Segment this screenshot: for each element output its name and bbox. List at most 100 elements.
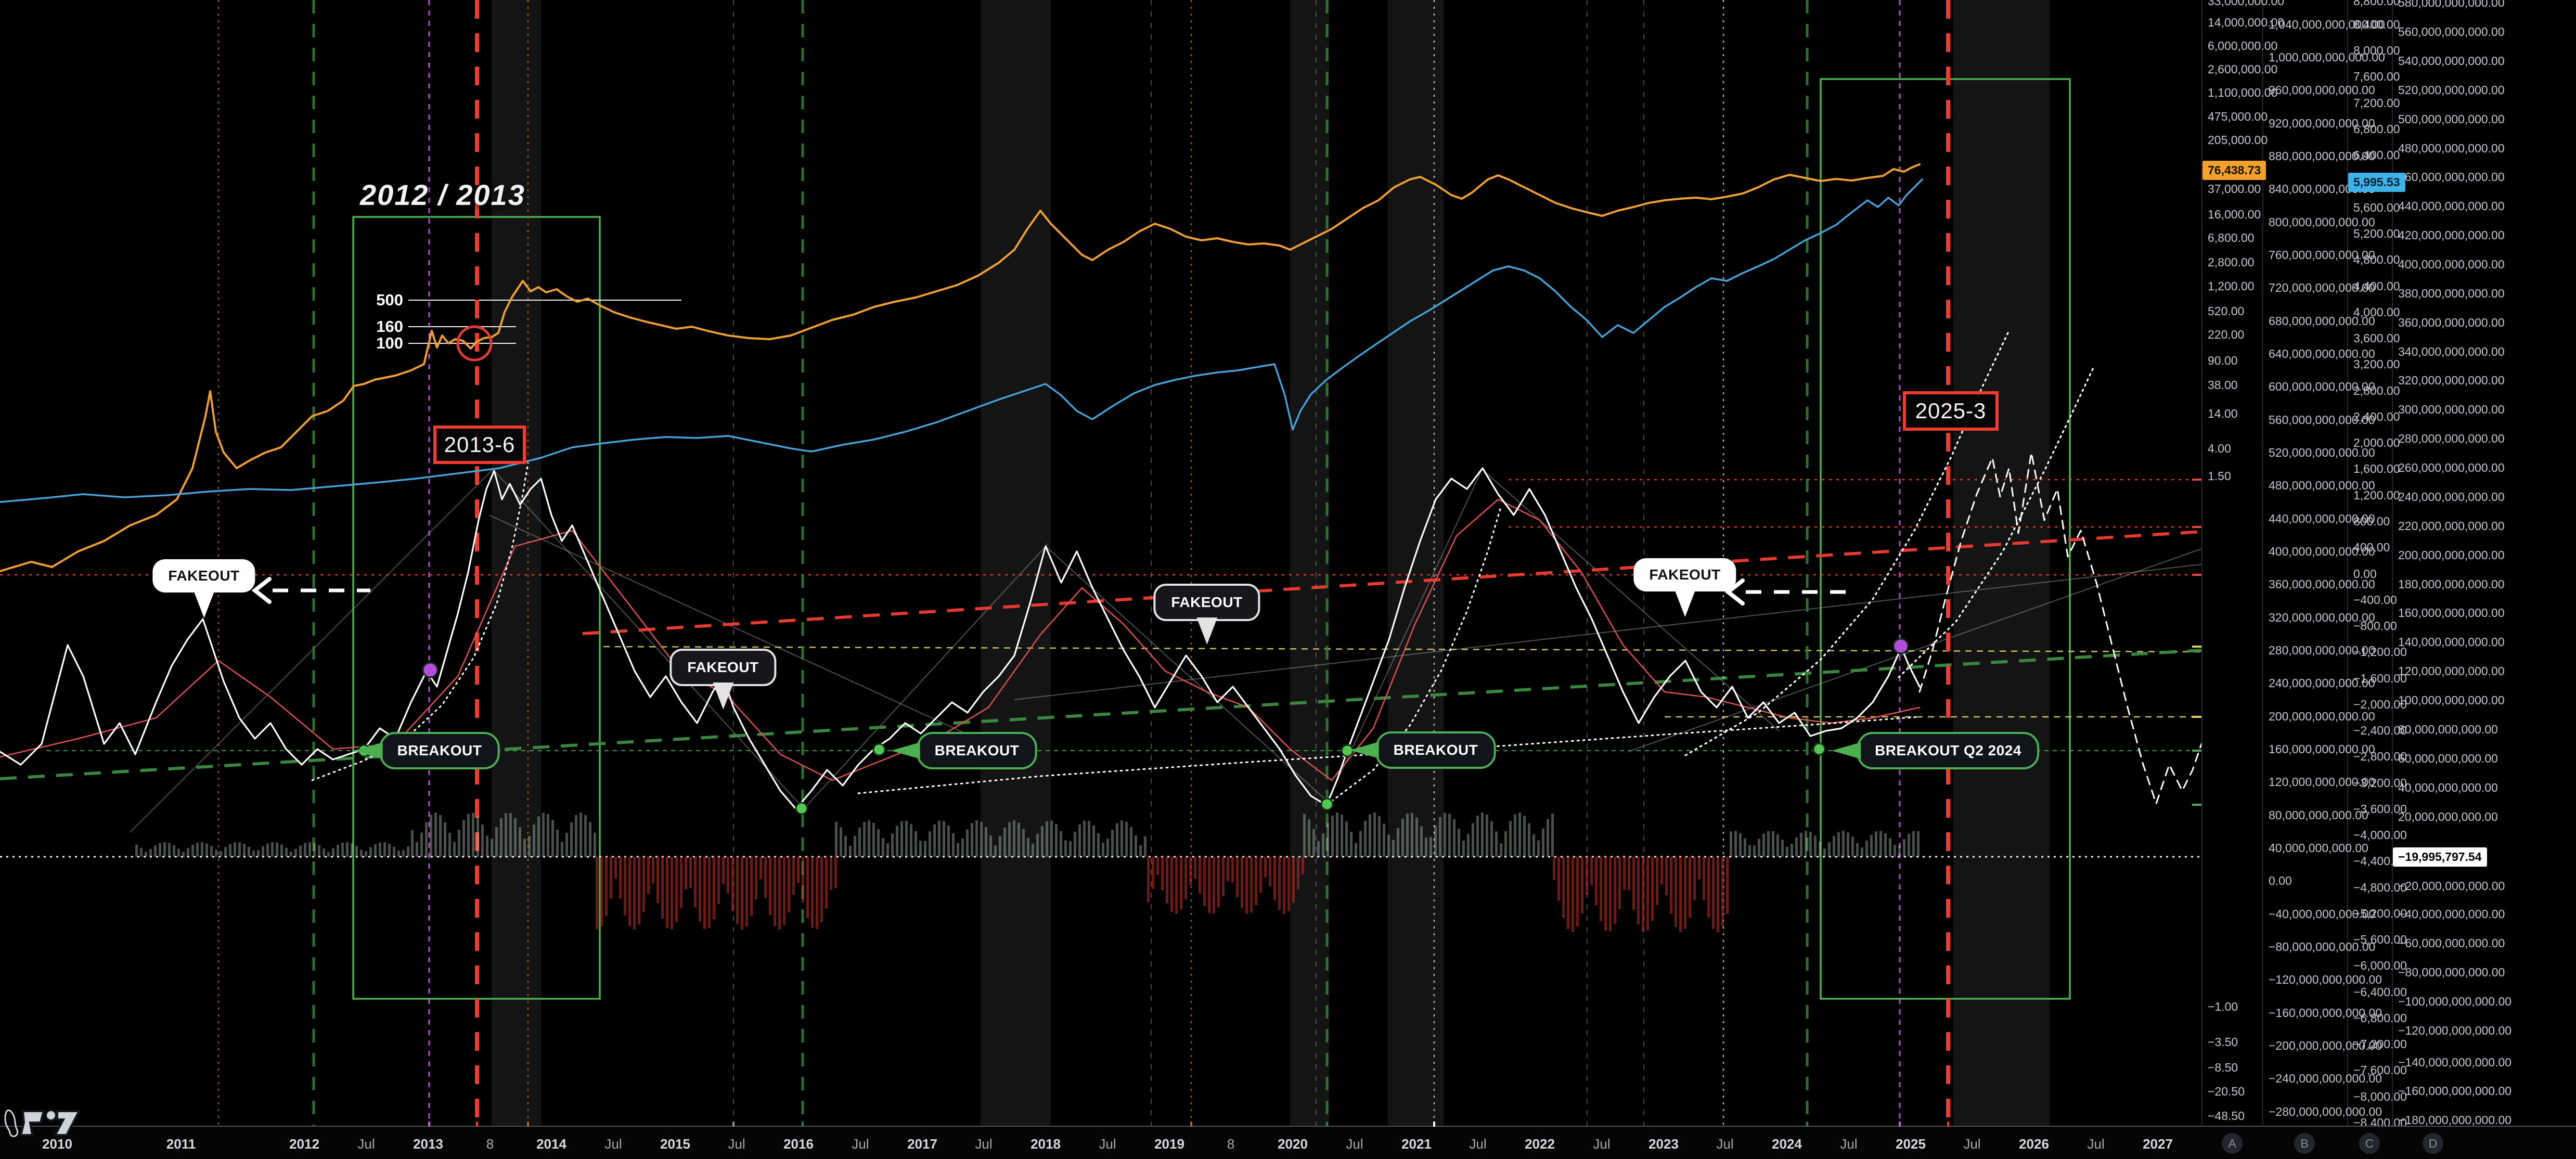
breakout-callout[interactable]: BREAKOUT (917, 732, 1037, 769)
histogram-bar (308, 842, 311, 857)
histogram-bar (1628, 857, 1630, 891)
breakout-callout[interactable]: BREAKOUT (1375, 731, 1496, 769)
fakeout-callout[interactable]: FAKEOUT (1633, 558, 1736, 591)
fakeout-callout[interactable]: FAKEOUT (669, 649, 777, 686)
scale-divider (2392, 0, 2393, 1159)
price-scale-c-label: 2,800.00 (2353, 384, 2400, 397)
price-scale-d-label: −160,000,000,000.00 (2398, 1084, 2512, 1098)
histogram-bar (191, 844, 194, 857)
red-circle-annotation[interactable] (456, 325, 493, 362)
scale-toggle-d[interactable]: D (2423, 1133, 2443, 1154)
histogram-bar (854, 835, 856, 857)
time-axis-month-label: Jul (2087, 1136, 2105, 1152)
price-scale-c-label: 800.00 (2353, 514, 2390, 528)
histogram-bar (1791, 844, 1793, 857)
histogram-bar (276, 842, 278, 857)
histogram-bar (1083, 820, 1086, 857)
histogram-bar (509, 813, 512, 857)
histogram-bar (327, 852, 330, 857)
histogram-bar (1518, 813, 1521, 857)
histogram-bar (745, 857, 748, 927)
price-scale-a-label: 2,800.00 (2208, 255, 2255, 269)
price-scales-panel[interactable]: 33,000,000.00 14,000,000.00 6,000,000.00 2,… (2201, 0, 2576, 1159)
price-scale-d-label: 420,000,000,000.00 (2398, 228, 2505, 242)
histogram-bar (1213, 857, 1215, 913)
histogram-bar (1800, 832, 1802, 857)
price-scale-c-label: −400.00 (2353, 593, 2397, 607)
time-axis-year-label: 2023 (1648, 1136, 1679, 1152)
chart-canvas[interactable] (0, 0, 2201, 1126)
green-signal-dot[interactable] (795, 802, 808, 815)
price-scale-d-label: −140,000,000,000.00 (2398, 1055, 2512, 1069)
histogram-bar (872, 822, 875, 857)
histogram-bar (694, 857, 697, 908)
histogram-bar (1264, 857, 1267, 878)
scale-toggle-c[interactable]: C (2359, 1133, 2380, 1154)
histogram-bar (1656, 857, 1658, 905)
histogram-bar (1199, 857, 1201, 894)
histogram-bar (1903, 839, 1905, 857)
price-scale-d-label: 200,000,000,000.00 (2398, 548, 2505, 562)
histogram-bar (1302, 857, 1304, 874)
histogram-bar (638, 857, 640, 925)
price-scale-b-label: 480,000,000,000.00 (2269, 479, 2375, 492)
scale-toggle-b[interactable]: B (2294, 1133, 2315, 1154)
histogram-bar (1618, 857, 1621, 909)
histogram-bar (680, 857, 682, 908)
price-scale-c-label: 3,600.00 (2353, 331, 2400, 345)
histogram-bar (1111, 829, 1114, 857)
histogram-bar (1879, 831, 1882, 857)
purple-signal-dot[interactable] (422, 662, 439, 678)
histogram-bar (266, 843, 269, 857)
histogram-bar (759, 857, 762, 880)
histogram-bar (1444, 813, 1446, 857)
chart-area[interactable]: 2012 / 2013 500 160 100 2013-6 2025-3 FAKEOUT F… (0, 0, 2201, 1126)
histogram-bar (220, 851, 222, 857)
histogram-bar (430, 815, 432, 857)
breakout-callout[interactable]: BREAKOUT (379, 732, 500, 769)
axis-edge-tick (2192, 526, 2201, 528)
time-axis-marker-tick (1806, 1122, 1808, 1127)
series-white-dashed-forecast-zigzag (1918, 452, 2201, 805)
histogram-bar (1373, 813, 1376, 857)
price-scale-b-label: 360,000,000,000.00 (2269, 577, 2375, 591)
fakeout-callout[interactable]: FAKEOUT (1153, 584, 1260, 621)
histogram-bar (764, 857, 767, 898)
histogram-bar (1152, 857, 1154, 889)
histogram-bar (699, 857, 701, 922)
histogram-bar (1406, 813, 1409, 857)
histogram-bar (1322, 833, 1324, 857)
price-scale-d-label: 60,000,000,000.00 (2398, 752, 2498, 765)
histogram-bar (834, 857, 837, 888)
histogram-bar (537, 816, 540, 857)
histogram-bar (1458, 829, 1460, 857)
shaded-band (1290, 0, 1329, 1126)
time-axis-year-label: 2011 (166, 1136, 196, 1152)
histogram-bar (453, 842, 456, 857)
fakeout-callout[interactable]: FAKEOUT (152, 559, 255, 593)
histogram-bar (257, 849, 260, 857)
time-axis-year-label: 2016 (783, 1136, 814, 1152)
histogram-bar (252, 851, 255, 857)
time-axis-marker-tick (476, 1122, 478, 1127)
histogram-bar (685, 857, 687, 890)
price-scale-b-label: 1,040,000,000,000.00 (2269, 18, 2385, 31)
histogram-bar (1542, 828, 1544, 857)
time-axis[interactable]: 2010 2011 2012 Jul 2013 8 2014 Jul 2015 Jul 2016 Ju… (0, 1122, 2576, 1159)
last-price-badge-a: 76,438.73 (2203, 161, 2266, 180)
price-scale-c-label: 5,600.00 (2353, 201, 2400, 214)
scale-toggle-a[interactable]: A (2222, 1133, 2243, 1154)
breakout-callout[interactable]: BREAKOUT Q2 2024 (1857, 732, 2039, 769)
purple-signal-dot[interactable] (1892, 638, 1909, 654)
price-scale-b-label: 520,000,000,000.00 (2269, 446, 2375, 459)
price-scale-c-label: 4,400.00 (2353, 279, 2400, 293)
histogram-bar (154, 845, 157, 857)
histogram-bar (966, 829, 969, 857)
histogram-bar (1748, 845, 1751, 857)
price-scale-b-label: 320,000,000,000.00 (2269, 611, 2375, 624)
green-signal-dot[interactable] (1320, 797, 1334, 811)
histogram-bar (1425, 838, 1427, 857)
histogram-bar (1259, 857, 1262, 893)
tradingview-logo[interactable] (3, 1102, 102, 1139)
histogram-bar (369, 847, 372, 857)
